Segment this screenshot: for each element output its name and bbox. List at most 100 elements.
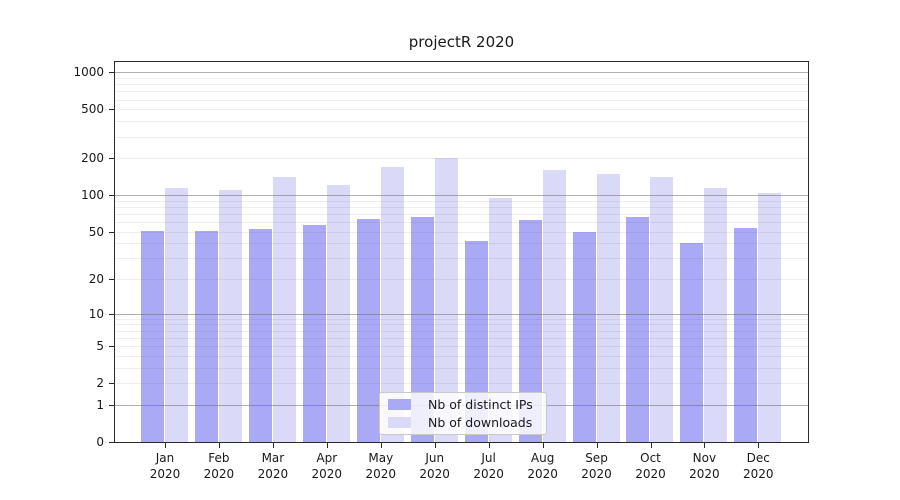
y-tick-mark: [109, 346, 114, 348]
minor-gridline: [115, 213, 808, 215]
bar-mar-s0: [248, 228, 272, 442]
y-tick-label: 100: [81, 188, 104, 203]
minor-gridline: [115, 84, 808, 86]
bar-jul-s0: [464, 240, 488, 442]
bar-jan-s1: [165, 187, 188, 442]
y-tick-label: 0: [96, 435, 104, 449]
y-tick-mark: [109, 313, 114, 315]
minor-gridline: [115, 383, 808, 385]
minor-gridline: [115, 99, 808, 101]
y-tick-mark: [109, 195, 114, 197]
minor-gridline: [115, 324, 808, 326]
x-tick-label: Jan 2020: [149, 451, 181, 481]
legend-label-distinct-ips: Nb of distinct IPs: [428, 397, 533, 413]
bar-may-s1: [380, 166, 404, 442]
bar-mar-s1: [272, 177, 296, 442]
major-gridline: [115, 195, 808, 197]
y-tick-label: 5: [96, 339, 104, 354]
x-tick-label: Jul 2020: [473, 451, 504, 481]
grid-layer: [115, 62, 808, 442]
x-tick-mark: [218, 443, 220, 448]
y-tick-label: 10: [88, 306, 104, 321]
y-tick-label: 1000: [73, 65, 104, 80]
minor-gridline: [115, 318, 808, 320]
minor-gridline: [115, 206, 808, 208]
x-tick-mark: [380, 443, 382, 448]
major-gridline: [115, 313, 808, 315]
x-tick-label: Nov 2020: [689, 451, 720, 481]
bar-feb-s0: [194, 230, 218, 442]
minor-gridline: [115, 91, 808, 93]
bar-oct-s1: [650, 176, 674, 442]
x-tick-label: Oct 2020: [635, 451, 666, 481]
bar-jan-s0: [141, 230, 164, 442]
bar-nov-s1: [704, 187, 728, 442]
legend-item-downloads: Nb of downloads: [388, 415, 538, 430]
bar-jul-s1: [488, 197, 512, 442]
legend: Nb of distinct IPs Nb of downloads: [379, 392, 547, 435]
bar-jun-s1: [434, 158, 458, 442]
bar-feb-s1: [218, 190, 242, 442]
x-tick-mark: [596, 443, 598, 448]
plot-area: Nb of distinct IPs Nb of downloads: [114, 61, 809, 443]
minor-gridline: [115, 222, 808, 223]
bar-jun-s0: [410, 217, 434, 442]
bars-layer: [115, 62, 808, 442]
x-tick-mark: [650, 443, 652, 448]
x-tick-label: Dec 2020: [743, 451, 774, 481]
legend-swatch-distinct-ips: [388, 399, 411, 411]
y-tick-label: 200: [81, 151, 104, 166]
legend-label-downloads: Nb of downloads: [428, 414, 533, 430]
y-tick-mark: [109, 72, 114, 74]
y-tick-mark: [109, 383, 114, 385]
y-tick-label: 500: [81, 102, 104, 117]
bar-dec-s1: [758, 192, 782, 442]
y-tick-label: 50: [88, 224, 104, 239]
y-tick-mark: [109, 158, 114, 160]
major-gridline: [115, 72, 808, 74]
minor-gridline: [115, 330, 808, 332]
x-tick-label: Aug 2020: [527, 451, 558, 481]
y-tick-mark: [109, 442, 114, 443]
minor-gridline: [115, 200, 808, 202]
minor-gridline: [115, 121, 808, 123]
minor-gridline: [115, 367, 808, 369]
x-tick-label: Jun 2020: [419, 451, 450, 481]
x-tick-mark: [326, 443, 328, 448]
legend-item-distinct-ips: Nb of distinct IPs: [388, 397, 538, 412]
y-tick-mark: [109, 404, 114, 406]
x-tick-mark: [758, 443, 760, 448]
y-tick-label: 1: [96, 397, 104, 412]
legend-swatch-downloads: [388, 416, 411, 428]
bar-aug-s0: [518, 219, 542, 442]
x-tick-mark: [704, 443, 706, 448]
minor-gridline: [115, 279, 808, 281]
bar-dec-s0: [734, 227, 758, 442]
chart-title: projectR 2020: [408, 33, 515, 51]
y-tick-label: 2: [96, 376, 104, 391]
bar-may-s0: [356, 218, 380, 442]
minor-gridline: [115, 346, 808, 348]
bar-oct-s0: [626, 217, 650, 442]
bar-apr-s0: [302, 224, 326, 442]
minor-gridline: [115, 78, 808, 79]
x-tick-label: Mar 2020: [257, 451, 289, 481]
x-tick-mark: [542, 443, 544, 448]
bar-sep-s0: [572, 231, 596, 442]
x-tick-label: Sep 2020: [581, 451, 612, 481]
minor-gridline: [115, 158, 808, 160]
minor-gridline: [115, 231, 808, 233]
y-tick-mark: [109, 109, 114, 111]
y-tick-label: 20: [88, 272, 104, 287]
x-tick-mark: [434, 443, 436, 448]
x-tick-mark: [488, 443, 490, 448]
x-tick-label: Apr 2020: [311, 451, 343, 481]
bar-aug-s1: [542, 170, 566, 442]
x-tick-label: May 2020: [365, 451, 397, 481]
minor-gridline: [115, 337, 808, 339]
y-tick-mark: [109, 231, 114, 233]
minor-gridline: [115, 109, 808, 111]
minor-gridline: [115, 258, 808, 260]
minor-gridline: [115, 243, 808, 245]
